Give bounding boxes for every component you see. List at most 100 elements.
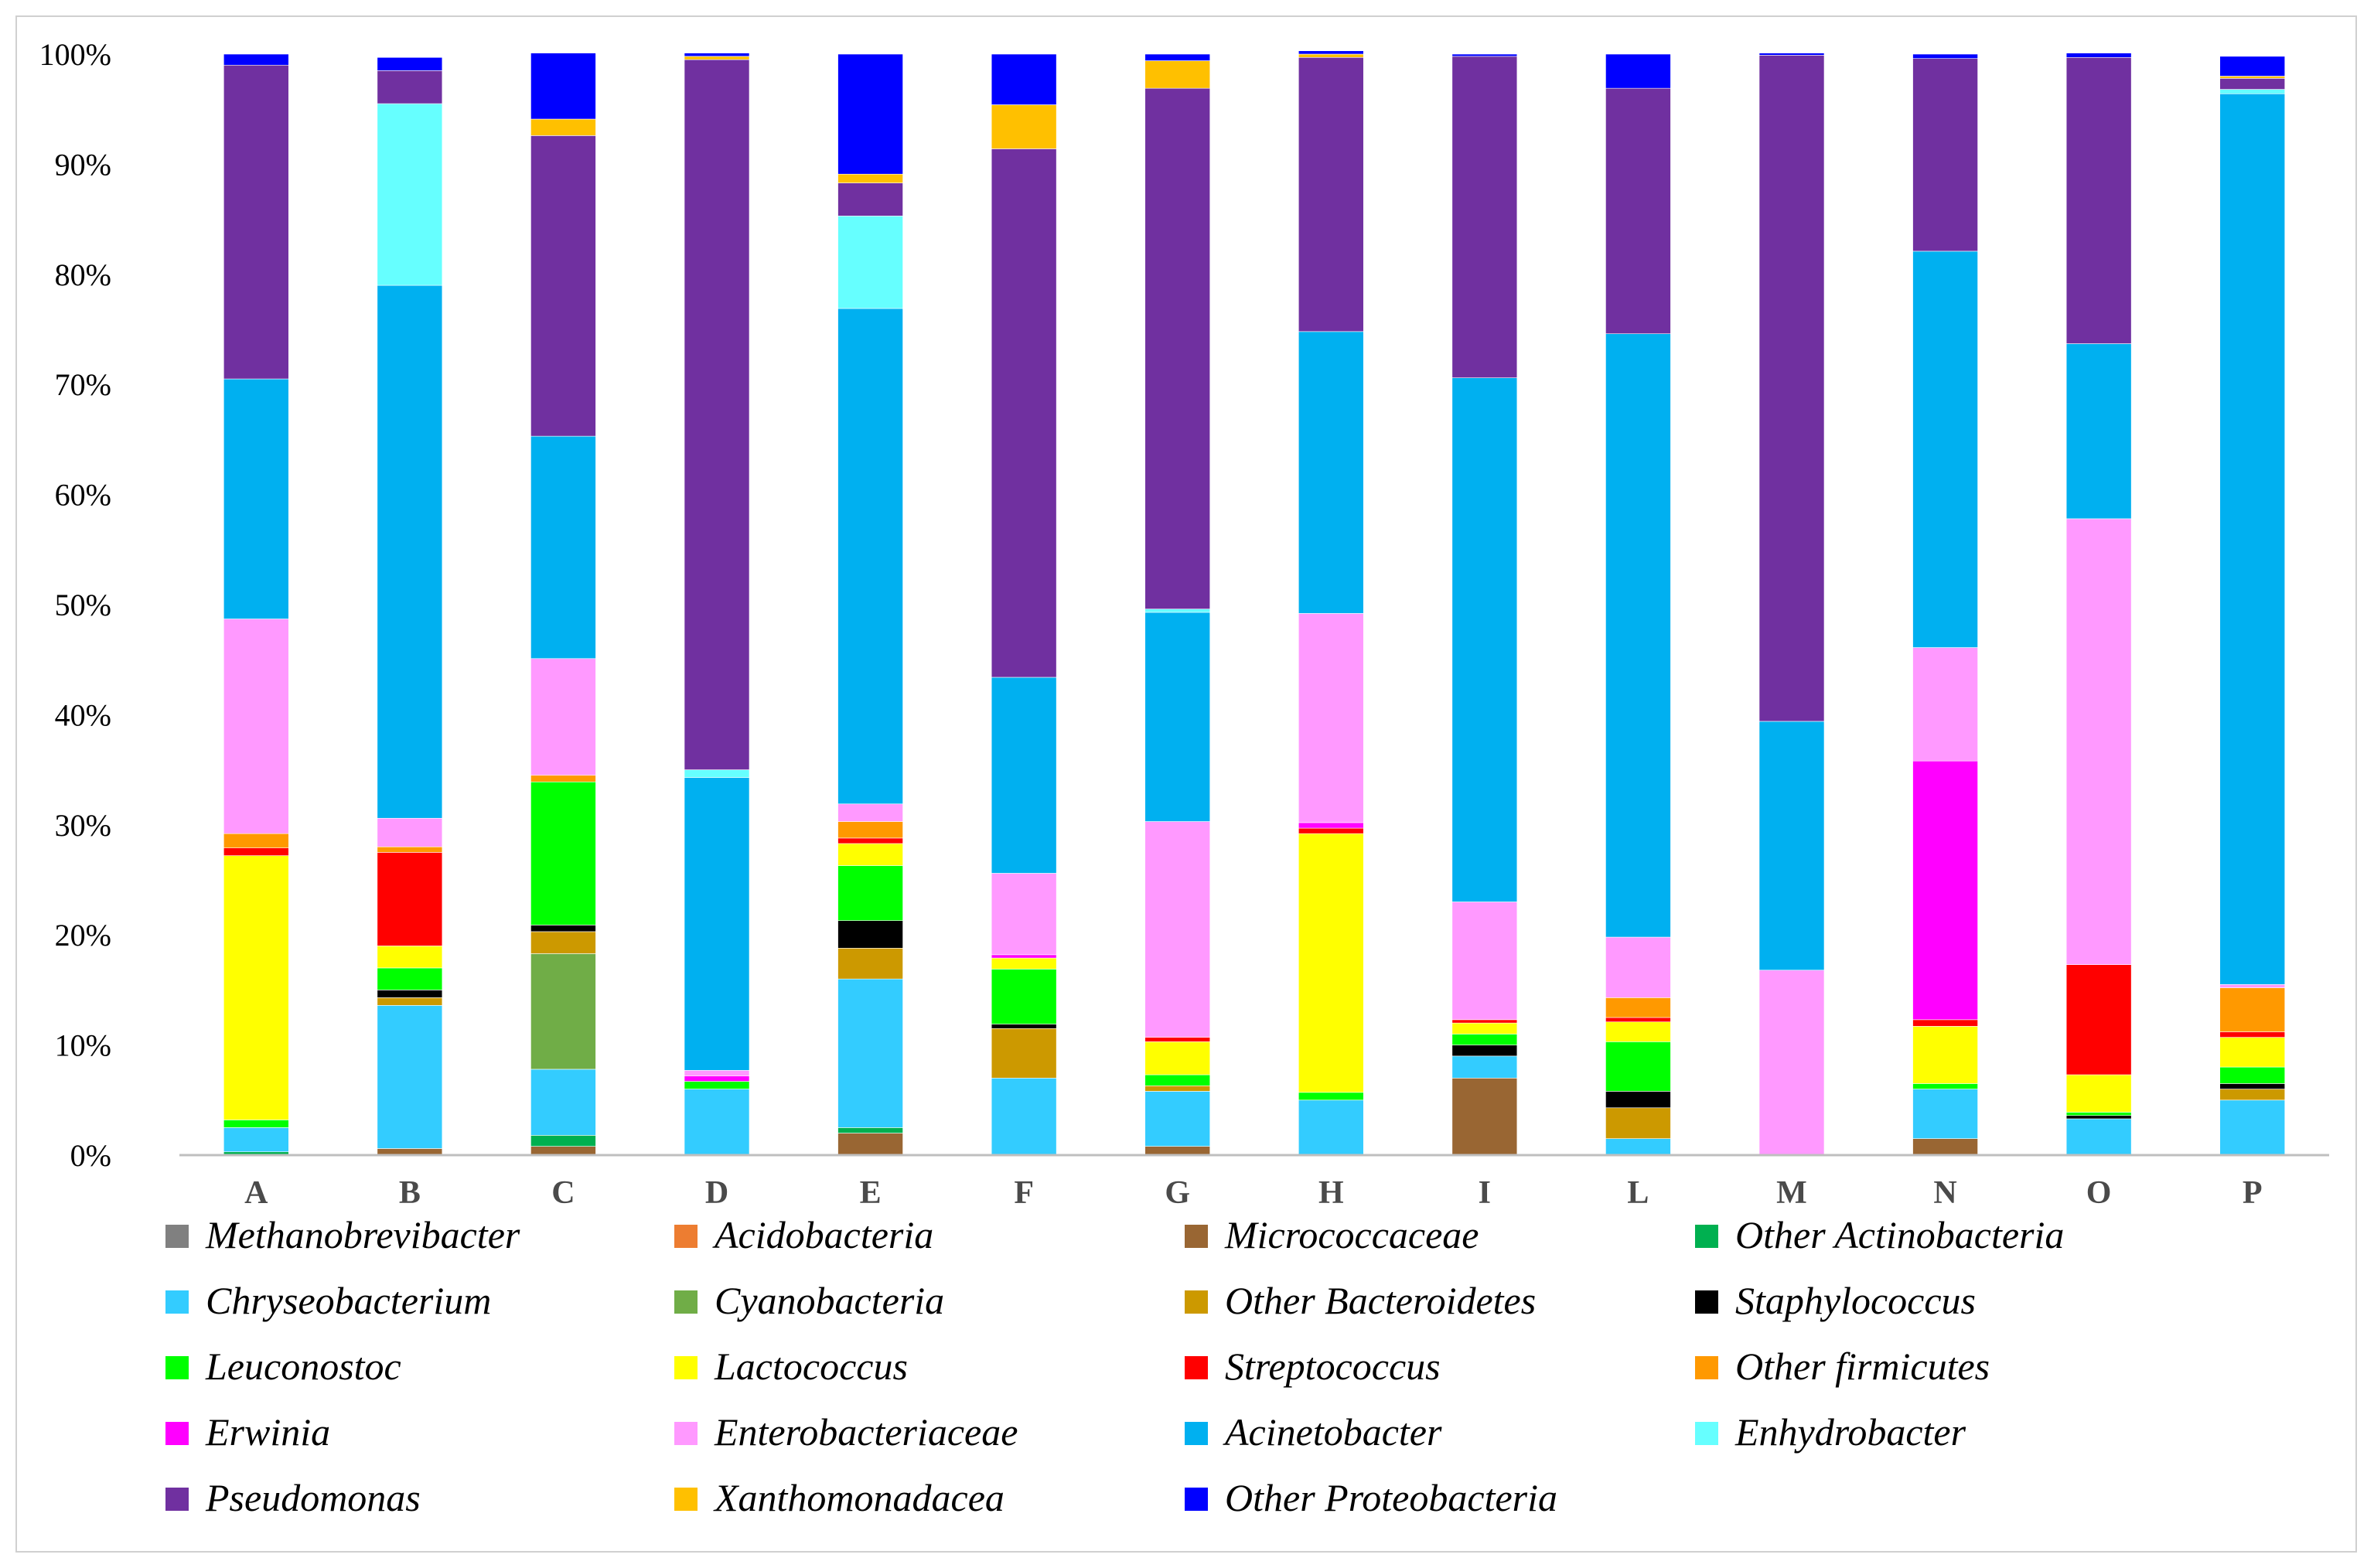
y-tick-label: 0% (70, 1138, 111, 1173)
legend-swatch (1185, 1422, 1208, 1445)
legend-label: Methanobrevibacter (205, 1213, 520, 1256)
x-tick-label: A (244, 1175, 268, 1211)
legend-label: Staphylococcus (1735, 1279, 1976, 1322)
bar-segment (2219, 89, 2286, 94)
bar-segment (837, 865, 903, 921)
bar-segment (1144, 1085, 1211, 1092)
bar-segment (2065, 56, 2132, 344)
bar-segment (1605, 1091, 1671, 1109)
x-tick-label: B (399, 1175, 421, 1211)
bar-segment (684, 59, 750, 770)
bar-segment (684, 769, 750, 778)
y-tick-label: 50% (55, 588, 111, 622)
legend-swatch (1695, 1422, 1718, 1445)
bar-segment (991, 957, 1057, 970)
legend-label: Erwinia (205, 1410, 330, 1454)
legend-swatch (674, 1225, 698, 1248)
legend-swatch (1185, 1356, 1208, 1379)
bar-segment (1451, 1078, 1518, 1156)
bar-segment (530, 118, 596, 136)
bar-segment (837, 821, 903, 839)
bar-stacks (223, 50, 2286, 1156)
bar-segment (2065, 518, 2132, 965)
bar-segment (684, 777, 750, 1071)
bar-segment (1298, 331, 1364, 614)
legend-item: Streptococcus (1185, 1345, 1441, 1388)
bar-segment (530, 781, 596, 925)
bar-segment (530, 1135, 596, 1147)
bar-segment (1298, 1092, 1364, 1101)
bar-stack-h (1298, 50, 1364, 1156)
bar-segment (377, 997, 443, 1006)
legend-item: Methanobrevibacter (165, 1213, 520, 1256)
bar-segment (1912, 760, 1978, 1021)
legend-label: Leuconostoc (205, 1345, 401, 1388)
bar-segment (991, 954, 1057, 959)
bar-segment (1605, 1021, 1671, 1042)
bar-segment (1451, 56, 1518, 378)
bar-segment (1758, 55, 1825, 722)
bar-segment (1144, 1074, 1211, 1086)
x-tick-label: E (860, 1175, 882, 1211)
bar-stack-f (991, 53, 1057, 1156)
bar-segment (223, 378, 289, 619)
bar-segment (1144, 53, 1211, 61)
legend-label: Other Proteobacteria (1225, 1476, 1557, 1519)
y-tick-label: 100% (39, 37, 111, 72)
bar-segment (377, 285, 443, 819)
legend-label: Acinetobacter (1223, 1410, 1442, 1454)
bar-segment (991, 873, 1057, 956)
bar-stack-m (1758, 53, 1825, 1156)
bar-segment (837, 308, 903, 805)
bar-segment (1912, 1138, 1978, 1156)
bar-stack-n (1912, 53, 1978, 1156)
bar-segment (223, 1120, 289, 1128)
bar-segment (2219, 1037, 2286, 1068)
bar-segment (1912, 1083, 1978, 1089)
legend-swatch (165, 1488, 189, 1511)
bar-segment (684, 56, 750, 60)
legend-item: Lactococcus (674, 1345, 908, 1388)
bar-segment (1758, 970, 1825, 1156)
bar-segment (991, 53, 1057, 105)
bar-segment (1758, 53, 1825, 56)
bar-segment (530, 1146, 596, 1156)
bar-segment (223, 833, 289, 849)
y-tick-label: 80% (55, 257, 111, 292)
x-tick-label: O (2086, 1175, 2112, 1211)
bar-segment (223, 64, 289, 380)
bar-segment (991, 1078, 1057, 1156)
bar-segment (223, 619, 289, 834)
bar-segment (2219, 78, 2286, 90)
legend-label: Pseudomonas (205, 1476, 421, 1519)
legend-item: Other Bacteroidetes (1185, 1279, 1536, 1322)
bar-segment (1144, 1041, 1211, 1075)
bar-segment (223, 847, 289, 856)
bar-segment (530, 931, 596, 954)
bar-segment (1605, 53, 1671, 89)
bar-segment (991, 148, 1057, 678)
bar-segment (2219, 93, 2286, 985)
bar-segment (1298, 613, 1364, 823)
bar-segment (2065, 343, 2132, 520)
legend-swatch (674, 1290, 698, 1314)
bar-segment (377, 103, 443, 286)
legend: Methanobrevibacter Acidobacteria Micrococc… (165, 1213, 2064, 1519)
x-tick-label: C (551, 1175, 575, 1211)
bar-segment (1912, 1019, 1978, 1027)
bar-segment (684, 1089, 750, 1156)
bar-segment (1144, 821, 1211, 1038)
bar-segment (1451, 1045, 1518, 1057)
bar-segment (377, 56, 443, 71)
legend-label: Xanthomonadacea (713, 1476, 1005, 1519)
legend-item: Cyanobacteria (674, 1279, 944, 1322)
bar-segment (1298, 53, 1364, 58)
bar-stack-d (684, 53, 750, 1156)
legend-label: Other Actinobacteria (1735, 1213, 2064, 1256)
bar-segment (2219, 1099, 2286, 1156)
legend-label: Enterobacteriaceae (714, 1410, 1018, 1454)
y-tick-label: 60% (55, 478, 111, 513)
bar-segment (991, 1024, 1057, 1029)
bar-segment (2219, 1066, 2286, 1084)
